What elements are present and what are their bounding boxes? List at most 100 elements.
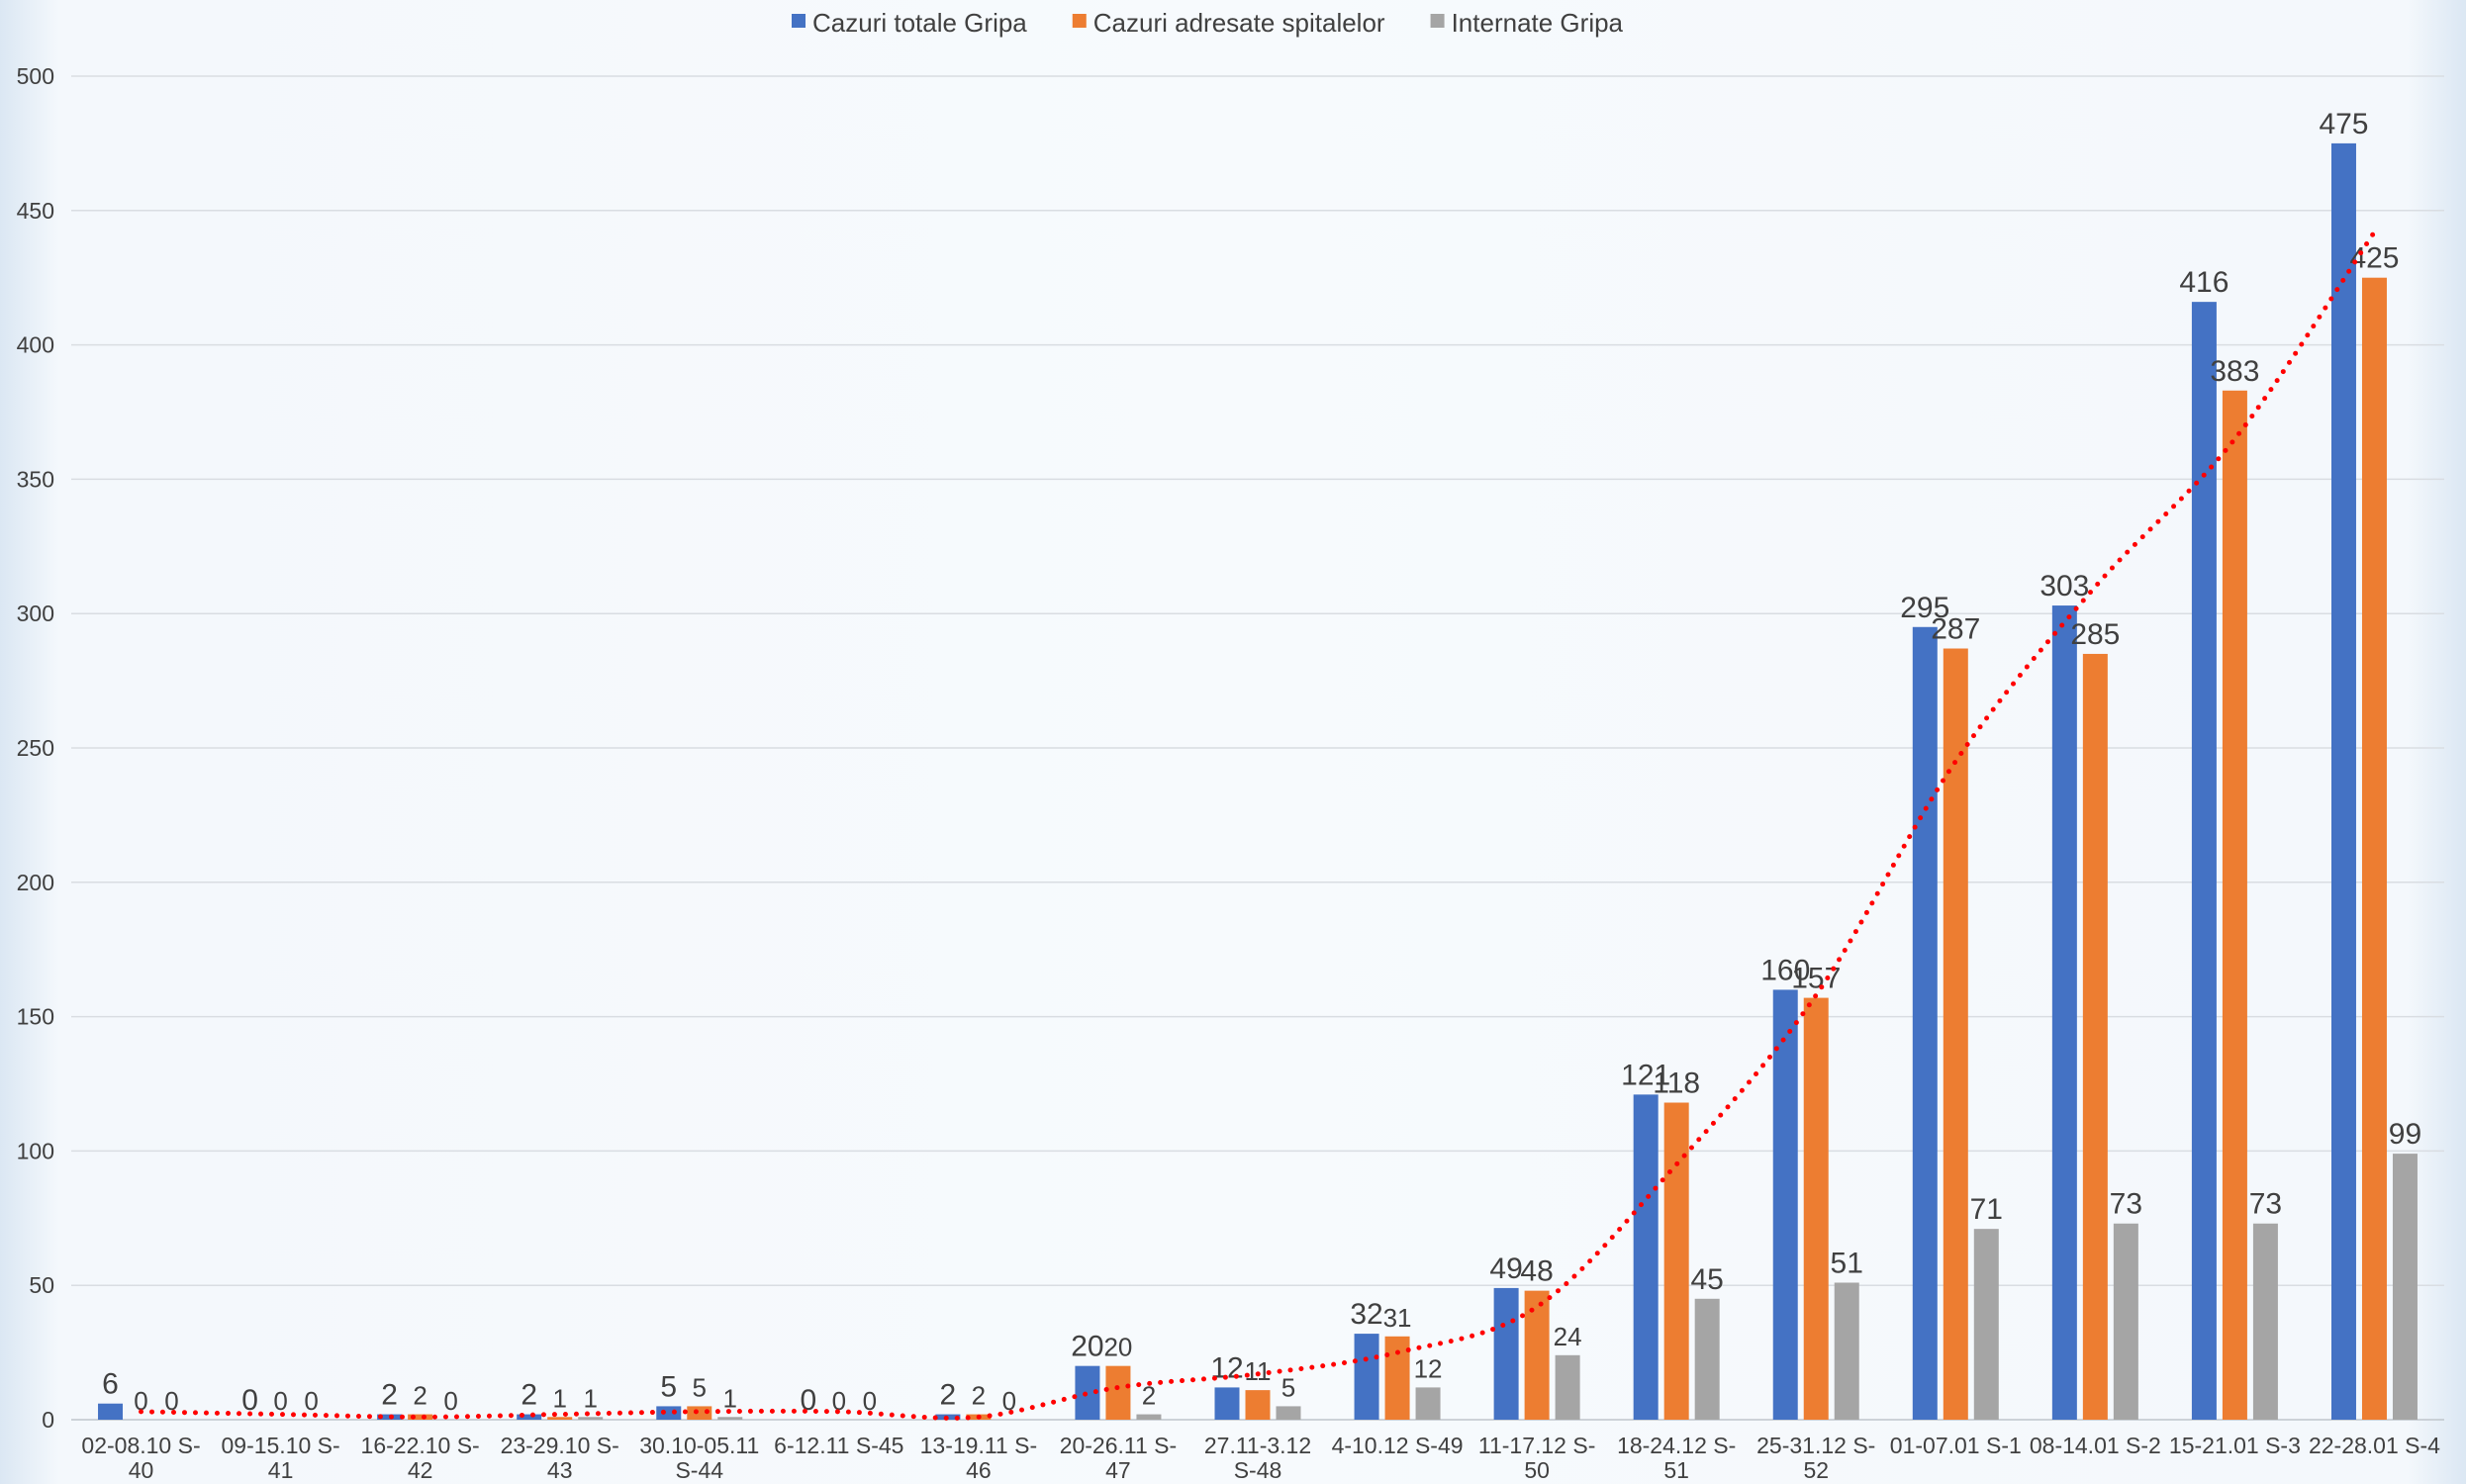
- data-label: 118: [1653, 1067, 1700, 1100]
- trendline: [139, 230, 2377, 1421]
- bar: [1694, 1298, 1720, 1420]
- x-tick-line: 30.10-05.11: [639, 1433, 759, 1458]
- x-tick-label: 02-08.10 S-40: [81, 1433, 200, 1483]
- y-axis-ticks: 0 50 100 150 200 250 300 350 400 450 500: [17, 63, 54, 1433]
- data-label: 0: [443, 1386, 457, 1416]
- data-label: 0: [863, 1386, 877, 1416]
- bar: [1105, 1365, 1131, 1420]
- bar: [2222, 390, 2247, 1421]
- data-label: 6: [102, 1368, 119, 1401]
- y-tick-label: 200: [17, 870, 54, 895]
- data-label: 2: [521, 1379, 537, 1412]
- x-tick-label: 16-22.10 S-42: [361, 1433, 480, 1483]
- x-tick-line: 20-26.11 S-: [1060, 1433, 1177, 1458]
- x-tick-line: 15-21.01 S-3: [2169, 1433, 2301, 1458]
- data-label: 20: [1103, 1333, 1132, 1362]
- bar: [578, 1417, 604, 1420]
- y-tick-label: 500: [17, 63, 54, 89]
- data-label: 24: [1554, 1322, 1582, 1351]
- x-tick-line: 4-10.12 S-49: [1332, 1433, 1464, 1458]
- x-tick-label: 4-10.12 S-49: [1332, 1433, 1464, 1458]
- x-tick-line: 47: [1105, 1457, 1131, 1483]
- bar: [1493, 1287, 1519, 1420]
- bar: [408, 1414, 433, 1420]
- data-label: 5: [660, 1370, 677, 1403]
- y-tick-label: 100: [17, 1138, 54, 1163]
- bar: [2051, 605, 2077, 1420]
- data-label: 475: [2319, 108, 2368, 140]
- data-label: 31: [1383, 1303, 1412, 1333]
- x-tick-line: S-48: [1234, 1457, 1282, 1483]
- x-tick-label: 15-21.01 S-3: [2169, 1433, 2301, 1458]
- x-tick-line: 40: [129, 1457, 154, 1483]
- x-tick-line: 22-28.01 S-4: [2309, 1433, 2440, 1458]
- bar: [2082, 653, 2108, 1420]
- data-label: 12: [1414, 1353, 1443, 1383]
- y-tick-label: 150: [17, 1004, 54, 1030]
- bar: [1136, 1414, 1162, 1420]
- bar: [1943, 648, 1968, 1420]
- x-tick-label: 22-28.01 S-4: [2309, 1433, 2440, 1458]
- x-tick-label: 09-15.10 S-41: [221, 1433, 339, 1483]
- data-label: 99: [2389, 1118, 2421, 1151]
- bar: [2361, 277, 2387, 1421]
- data-label: 121: [1621, 1059, 1670, 1091]
- bar: [1912, 626, 1938, 1420]
- bar: [717, 1417, 743, 1420]
- data-label: 1: [723, 1383, 737, 1413]
- legend-swatch: [792, 14, 806, 28]
- legend-entry: Cazuri totale Gripa: [812, 8, 1027, 38]
- data-label: 0: [832, 1386, 846, 1416]
- x-tick-label: 25-31.12 S-52: [1756, 1433, 1875, 1483]
- x-tick-line: 27.11-3.12: [1204, 1433, 1311, 1458]
- data-label: 1: [552, 1383, 566, 1413]
- x-tick-line: 18-24.12 S-: [1617, 1433, 1736, 1458]
- x-tick-line: 08-14.01 S-2: [2030, 1433, 2161, 1458]
- x-tick-line: 51: [1663, 1457, 1689, 1483]
- data-label: 0: [304, 1386, 318, 1416]
- data-label: 285: [2070, 618, 2120, 651]
- data-label: 0: [800, 1384, 816, 1417]
- data-label: 51: [1831, 1247, 1863, 1279]
- data-label: 160: [1760, 954, 1810, 986]
- data-label: 2: [972, 1381, 986, 1411]
- data-label: 2: [413, 1381, 427, 1411]
- x-axis-ticks: 02-08.10 S-40 09-15.10 S-41 16-22.10 S-42 2…: [81, 1433, 2440, 1483]
- y-tick-label: 350: [17, 466, 54, 492]
- x-tick-line: 42: [408, 1457, 433, 1483]
- y-tick-label: 300: [17, 601, 54, 626]
- data-label: 0: [164, 1386, 178, 1416]
- x-tick-line: 02-08.10 S-: [81, 1433, 200, 1458]
- bar: [2252, 1223, 2278, 1420]
- x-tick-label: 20-26.11 S-47: [1060, 1433, 1177, 1483]
- data-label: 416: [2179, 266, 2229, 299]
- bar: [1524, 1290, 1550, 1420]
- y-tick-label: 450: [17, 198, 54, 224]
- bar: [1633, 1094, 1659, 1420]
- x-tick-line: 46: [966, 1457, 992, 1483]
- x-tick-label: 13-19.11 S-46: [920, 1433, 1037, 1483]
- bar: [547, 1417, 573, 1420]
- x-tick-line: 41: [268, 1457, 294, 1483]
- x-tick-line: 25-31.12 S-: [1756, 1433, 1875, 1458]
- data-label: 383: [2210, 355, 2259, 388]
- x-tick-label: 23-29.10 S-43: [501, 1433, 619, 1483]
- data-label: 20: [1071, 1331, 1103, 1363]
- trendline-path: [139, 230, 2377, 1421]
- x-tick-line: S-44: [675, 1457, 723, 1483]
- data-label: 2: [381, 1379, 398, 1412]
- x-tick-line: 43: [547, 1457, 573, 1483]
- bar: [1663, 1102, 1689, 1420]
- data-label: 0: [134, 1386, 147, 1416]
- bar: [1384, 1336, 1410, 1420]
- bar: [517, 1414, 542, 1420]
- data-label: 0: [273, 1386, 287, 1416]
- x-tick-line: 52: [1803, 1457, 1829, 1483]
- data-label: 5: [1281, 1372, 1295, 1402]
- data-label: 1: [583, 1383, 597, 1413]
- bar: [1803, 997, 1829, 1420]
- legend-entry: Cazuri adresate spitalelor: [1093, 8, 1385, 38]
- data-label: 49: [1489, 1252, 1522, 1285]
- x-tick-label: 18-24.12 S-51: [1617, 1433, 1736, 1483]
- bar: [98, 1403, 124, 1420]
